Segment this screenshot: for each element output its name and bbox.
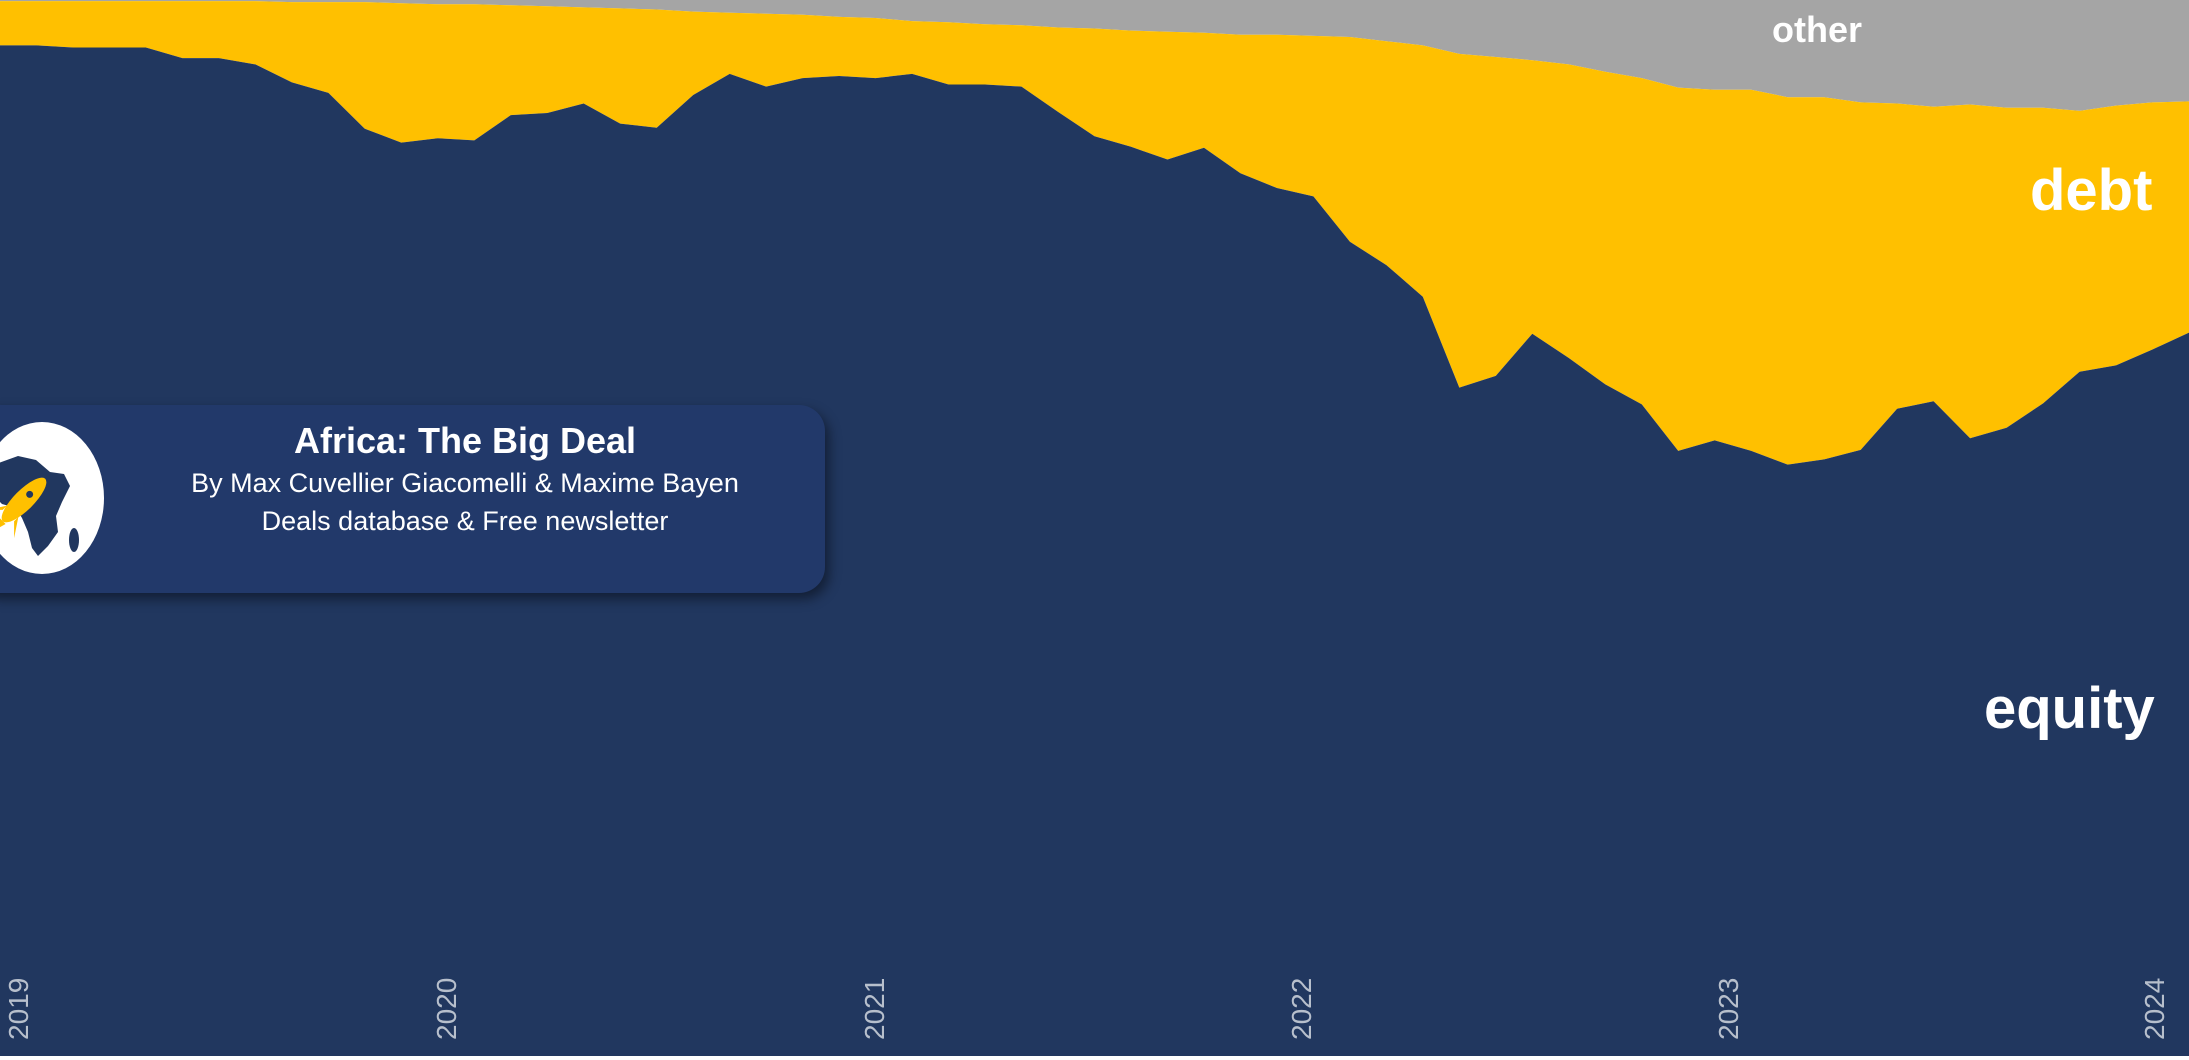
x-tick-label-2020: 2020 (431, 978, 462, 1040)
credit-text-block: Africa: The Big Deal By Max Cuvellier Gi… (115, 418, 815, 540)
series-label-other: other (1772, 9, 1862, 50)
series-label-equity: equity (1984, 676, 2155, 741)
africa-rocket-logo-icon (0, 420, 106, 576)
area-other (0, 0, 2189, 111)
baseline-strip (0, 1056, 2189, 1060)
credit-links[interactable]: Deals database & Free newsletter (261, 506, 669, 536)
x-tick-label-2022: 2022 (1286, 978, 1317, 1040)
credit-card[interactable] (0, 405, 825, 593)
credit-title: Africa: The Big Deal (293, 420, 637, 461)
area-debt (0, 1, 2189, 465)
x-tick-label-2019: 2019 (3, 978, 34, 1040)
x-tick-labels: 2019 2020 2021 2022 2023 2024 (3, 978, 2170, 1040)
x-tick-label-2021: 2021 (859, 978, 890, 1040)
series-label-debt: debt (2030, 158, 2153, 223)
x-tick-label-2024: 2024 (2139, 978, 2170, 1040)
credit-byline[interactable]: By Max Cuvellier Giacomelli & Maxime Bay… (191, 468, 739, 498)
x-tick-label-2023: 2023 (1713, 978, 1744, 1040)
area-equity (0, 45, 2189, 1056)
